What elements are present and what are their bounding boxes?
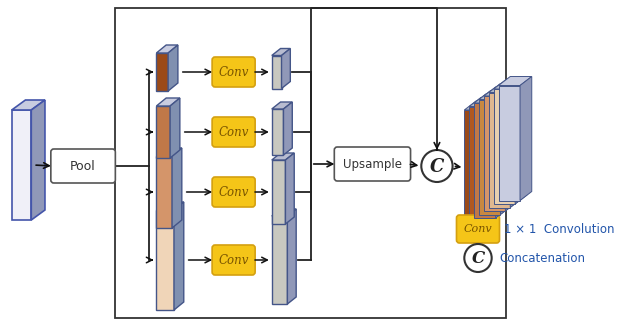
Polygon shape: [493, 89, 515, 204]
FancyBboxPatch shape: [212, 57, 255, 87]
Polygon shape: [464, 110, 486, 225]
Polygon shape: [287, 209, 296, 304]
Polygon shape: [272, 216, 287, 304]
Polygon shape: [156, 98, 180, 106]
Text: Upsample: Upsample: [343, 158, 402, 170]
Polygon shape: [12, 100, 45, 110]
Polygon shape: [491, 98, 502, 221]
Polygon shape: [156, 45, 178, 53]
Polygon shape: [156, 202, 184, 210]
Polygon shape: [272, 153, 294, 160]
Polygon shape: [31, 100, 45, 220]
FancyBboxPatch shape: [212, 117, 255, 147]
FancyBboxPatch shape: [456, 215, 499, 243]
Polygon shape: [174, 202, 184, 310]
FancyBboxPatch shape: [212, 177, 255, 207]
Text: Concatenation: Concatenation: [499, 252, 586, 265]
Polygon shape: [474, 94, 508, 103]
Polygon shape: [156, 106, 170, 158]
Polygon shape: [272, 160, 285, 224]
Polygon shape: [272, 209, 296, 216]
Polygon shape: [272, 48, 291, 55]
Text: 1 × 1  Convolution: 1 × 1 Convolution: [504, 222, 615, 235]
Polygon shape: [156, 156, 172, 228]
Polygon shape: [499, 86, 520, 200]
Polygon shape: [499, 76, 532, 86]
Text: Conv: Conv: [218, 254, 249, 267]
Polygon shape: [469, 107, 491, 221]
Polygon shape: [156, 210, 174, 310]
Polygon shape: [484, 96, 506, 211]
Text: Conv: Conv: [218, 65, 249, 78]
Polygon shape: [493, 80, 527, 89]
Polygon shape: [486, 101, 497, 225]
Polygon shape: [285, 153, 294, 224]
Polygon shape: [520, 76, 532, 200]
Text: Conv: Conv: [464, 224, 492, 234]
Polygon shape: [464, 101, 497, 110]
Polygon shape: [170, 98, 180, 158]
Polygon shape: [469, 98, 502, 107]
Polygon shape: [12, 110, 31, 220]
FancyBboxPatch shape: [51, 149, 115, 183]
Text: C: C: [429, 158, 444, 175]
Polygon shape: [479, 100, 500, 214]
Polygon shape: [484, 87, 517, 96]
Text: Pool: Pool: [70, 160, 96, 172]
Polygon shape: [495, 94, 508, 218]
Polygon shape: [510, 84, 522, 207]
Circle shape: [421, 150, 452, 182]
FancyBboxPatch shape: [334, 147, 410, 181]
Text: C: C: [472, 250, 484, 267]
Polygon shape: [479, 91, 512, 100]
Polygon shape: [284, 102, 292, 155]
Polygon shape: [156, 53, 168, 91]
Polygon shape: [500, 91, 512, 214]
Polygon shape: [156, 148, 182, 156]
Circle shape: [464, 244, 492, 272]
Polygon shape: [272, 55, 282, 89]
Text: Conv: Conv: [218, 185, 249, 198]
Polygon shape: [474, 103, 495, 218]
Polygon shape: [282, 48, 291, 89]
Polygon shape: [489, 84, 522, 93]
Polygon shape: [172, 148, 182, 228]
FancyBboxPatch shape: [212, 245, 255, 275]
Polygon shape: [272, 102, 292, 109]
Polygon shape: [489, 93, 510, 207]
Polygon shape: [272, 109, 284, 155]
Polygon shape: [168, 45, 178, 91]
Polygon shape: [506, 87, 517, 211]
Text: Conv: Conv: [218, 126, 249, 139]
Polygon shape: [515, 80, 527, 204]
